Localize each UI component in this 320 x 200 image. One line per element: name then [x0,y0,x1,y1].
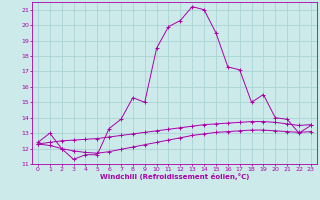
X-axis label: Windchill (Refroidissement éolien,°C): Windchill (Refroidissement éolien,°C) [100,173,249,180]
